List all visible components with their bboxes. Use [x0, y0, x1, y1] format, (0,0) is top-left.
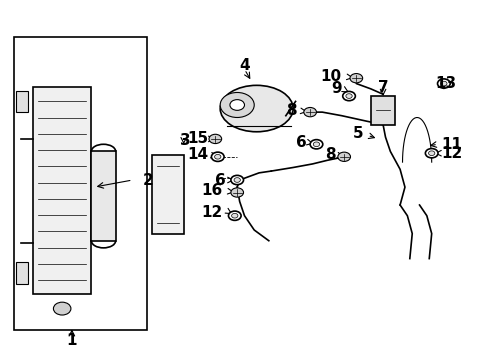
Text: 1: 1: [66, 333, 77, 348]
Text: 16: 16: [201, 183, 222, 198]
Circle shape: [220, 93, 254, 117]
Circle shape: [309, 140, 322, 149]
Bar: [91, 152, 116, 241]
Bar: [16, 262, 28, 284]
Bar: [370, 96, 394, 125]
Text: 11: 11: [441, 137, 462, 152]
Circle shape: [303, 108, 316, 117]
Circle shape: [440, 81, 446, 86]
Text: 12: 12: [441, 146, 462, 161]
Circle shape: [230, 188, 243, 197]
Text: 3: 3: [180, 133, 191, 148]
Circle shape: [425, 149, 437, 158]
Circle shape: [427, 151, 434, 156]
Text: 13: 13: [435, 76, 456, 91]
Bar: [33, 87, 91, 294]
Text: 7: 7: [377, 80, 387, 95]
Text: 5: 5: [352, 126, 363, 141]
Text: 4: 4: [239, 58, 249, 73]
Circle shape: [313, 142, 319, 147]
Bar: [16, 91, 28, 112]
Circle shape: [228, 211, 241, 220]
Text: 2: 2: [142, 172, 153, 188]
Text: 9: 9: [330, 81, 341, 96]
Bar: [14, 37, 147, 330]
Text: 6: 6: [215, 172, 225, 188]
Text: 6: 6: [295, 135, 306, 150]
Circle shape: [345, 94, 351, 98]
Circle shape: [230, 175, 243, 185]
Circle shape: [208, 134, 221, 144]
Text: 14: 14: [186, 148, 207, 162]
Circle shape: [437, 79, 449, 88]
Text: 10: 10: [320, 69, 341, 84]
Text: 12: 12: [201, 204, 222, 220]
Text: 8: 8: [286, 103, 296, 118]
Ellipse shape: [220, 85, 292, 132]
Text: 15: 15: [186, 131, 207, 147]
Circle shape: [337, 152, 350, 161]
Circle shape: [229, 100, 244, 111]
Circle shape: [231, 213, 238, 218]
Circle shape: [211, 152, 224, 161]
Circle shape: [234, 178, 240, 182]
Text: 8: 8: [325, 148, 335, 162]
Circle shape: [342, 91, 355, 101]
Bar: [152, 155, 183, 234]
Circle shape: [214, 154, 221, 159]
Circle shape: [349, 73, 362, 83]
Circle shape: [53, 302, 71, 315]
